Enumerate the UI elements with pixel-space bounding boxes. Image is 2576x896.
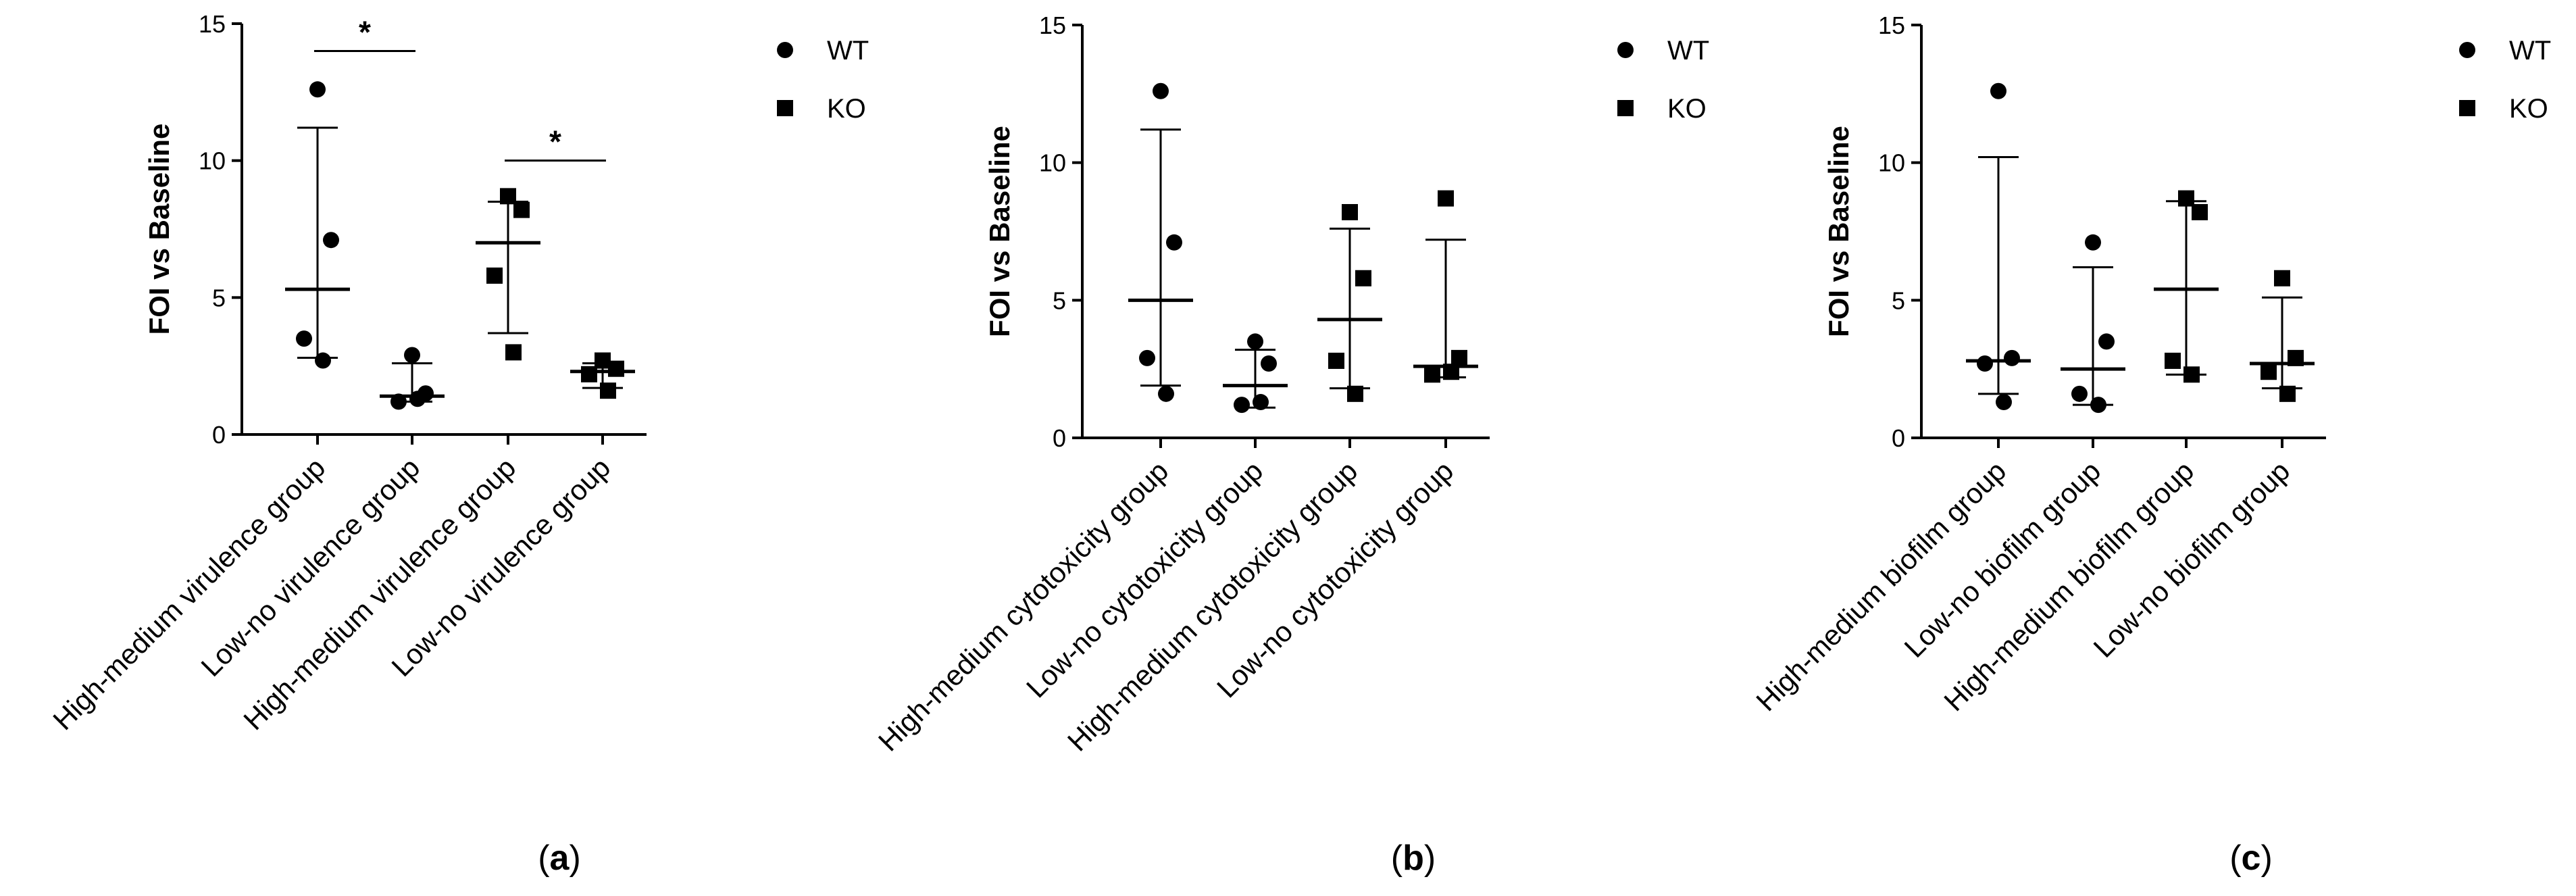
legend-label-ko: KO xyxy=(827,94,866,124)
data-point-ko xyxy=(500,188,516,205)
data-point-wt xyxy=(404,347,420,364)
data-point-ko xyxy=(2165,352,2181,369)
legend-label-ko: KO xyxy=(1667,94,1707,124)
panel-label: (c) xyxy=(2229,839,2273,878)
y-tick-label: 10 xyxy=(1878,149,1905,177)
data-point-wt xyxy=(1247,333,1263,350)
data-point-wt xyxy=(296,330,312,347)
data-point-ko xyxy=(2274,270,2290,287)
panel-label: (b) xyxy=(1391,839,1436,878)
data-point-ko xyxy=(608,360,624,377)
y-tick-label: 15 xyxy=(199,10,226,38)
data-point-wt xyxy=(1990,82,2006,99)
data-point-wt xyxy=(1166,234,1182,251)
legend-label-ko: KO xyxy=(2509,94,2548,124)
y-tick-label: 0 xyxy=(212,421,226,449)
data-point-ko xyxy=(2192,203,2208,220)
legend-marker-wt xyxy=(777,42,793,58)
data-point-ko xyxy=(1355,270,1371,287)
y-axis-title: FOI vs Baseline xyxy=(984,126,1015,337)
data-point-wt xyxy=(1996,394,2012,411)
y-tick-label: 15 xyxy=(1039,11,1066,39)
data-point-wt xyxy=(1261,355,1277,372)
data-point-ko xyxy=(581,366,597,382)
data-point-ko xyxy=(486,267,503,284)
y-tick-label: 10 xyxy=(199,147,226,175)
y-tick-label: 0 xyxy=(1892,424,1905,452)
data-point-wt xyxy=(2085,234,2101,251)
legend-label-wt: WT xyxy=(1667,36,1709,66)
data-point-wt xyxy=(315,352,331,369)
data-point-wt xyxy=(309,81,326,98)
data-point-wt xyxy=(1158,385,1174,402)
data-point-ko xyxy=(1347,385,1363,402)
data-point-ko xyxy=(2288,349,2304,366)
data-point-wt xyxy=(1153,82,1169,99)
data-point-ko xyxy=(1424,366,1440,383)
y-tick-label: 15 xyxy=(1878,11,1905,39)
data-point-wt xyxy=(1253,394,1269,411)
data-point-ko xyxy=(1443,364,1459,380)
legend-marker-ko xyxy=(2459,100,2475,116)
data-point-wt xyxy=(2004,349,2020,366)
data-point-wt xyxy=(1977,355,1993,372)
data-point-wt xyxy=(2090,397,2106,414)
significance-star: * xyxy=(359,15,371,50)
y-tick-label: 5 xyxy=(1053,287,1066,314)
data-point-ko xyxy=(2261,364,2277,380)
y-axis-title: FOI vs Baseline xyxy=(143,124,175,335)
panel-label: (a) xyxy=(538,839,581,878)
data-point-wt xyxy=(1234,397,1250,414)
legend-marker-wt xyxy=(2459,42,2475,58)
data-point-ko xyxy=(1342,203,1358,220)
category-label: Low-no biofilm group xyxy=(2087,455,2296,664)
significance-star: * xyxy=(549,124,561,159)
data-point-wt xyxy=(409,391,426,407)
data-point-ko xyxy=(513,201,530,218)
data-point-ko xyxy=(600,382,616,399)
legend-label-wt: WT xyxy=(827,36,869,66)
data-point-ko xyxy=(505,344,522,361)
data-point-wt xyxy=(390,393,407,410)
data-point-wt xyxy=(323,232,339,249)
y-axis-title: FOI vs Baseline xyxy=(1823,126,1854,337)
data-point-ko xyxy=(2178,190,2194,207)
data-point-ko xyxy=(1438,190,1454,207)
data-point-wt xyxy=(1139,349,1155,366)
data-point-ko xyxy=(2183,366,2200,383)
data-point-ko xyxy=(1451,349,1467,366)
data-point-wt xyxy=(2071,385,2088,402)
legend-marker-ko xyxy=(777,100,793,116)
y-tick-label: 10 xyxy=(1039,149,1066,177)
data-point-ko xyxy=(2279,385,2296,402)
y-tick-label: 5 xyxy=(1892,287,1905,314)
y-tick-label: 5 xyxy=(212,284,226,312)
legend-marker-ko xyxy=(1617,100,1634,116)
legend-label-wt: WT xyxy=(2509,36,2551,66)
y-tick-label: 0 xyxy=(1053,424,1066,452)
data-point-wt xyxy=(2098,333,2115,350)
legend-marker-wt xyxy=(1617,42,1634,58)
data-point-ko xyxy=(1328,352,1344,369)
